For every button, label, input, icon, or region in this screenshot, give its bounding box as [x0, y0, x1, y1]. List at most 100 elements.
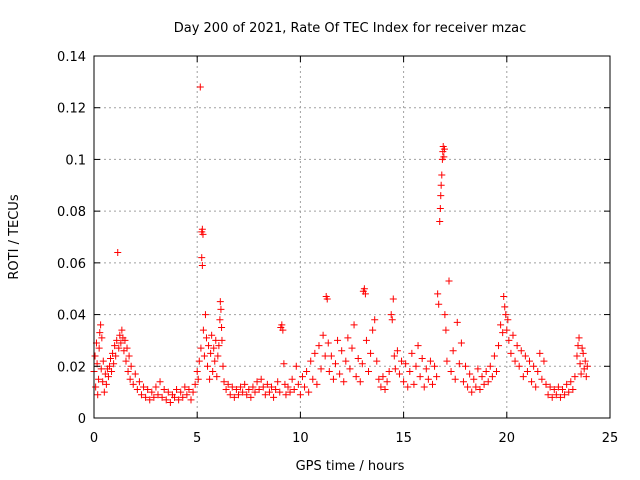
data-point [251, 388, 259, 396]
data-point [253, 378, 261, 386]
data-point [207, 349, 215, 357]
y-tick-label: 0.14 [57, 50, 86, 65]
data-point [232, 386, 240, 394]
data-point [112, 352, 120, 360]
data-point [408, 349, 416, 357]
data-point [105, 362, 113, 370]
data-point [123, 344, 131, 352]
data-point [488, 373, 496, 381]
data-point [294, 380, 302, 388]
data-point [571, 373, 579, 381]
data-point [449, 347, 457, 355]
data-point [194, 375, 202, 383]
data-point [272, 386, 280, 394]
data-point [546, 383, 554, 391]
data-point [360, 285, 368, 293]
data-point [270, 393, 278, 401]
data-point [97, 365, 105, 373]
data-point [152, 383, 160, 391]
data-point [556, 393, 564, 401]
data-point [305, 388, 313, 396]
data-point [114, 249, 122, 257]
y-tick-label: 0.08 [57, 205, 86, 220]
data-point [354, 355, 362, 363]
data-point [453, 318, 461, 326]
data-point [162, 396, 170, 404]
data-point [292, 362, 300, 370]
data-point [503, 326, 511, 334]
data-point [303, 367, 311, 375]
data-point [278, 321, 286, 329]
data-point [241, 380, 249, 388]
data-point [492, 367, 500, 375]
data-point [115, 344, 123, 352]
data-point [583, 362, 591, 370]
chart-title: Day 200 of 2021, Rate Of TEC Index for r… [174, 21, 527, 36]
data-point [211, 357, 219, 365]
data-point [187, 396, 195, 404]
data-point [559, 386, 567, 394]
data-point [185, 386, 193, 394]
data-point [99, 357, 107, 365]
data-point [218, 324, 226, 331]
data-point [296, 391, 304, 399]
data-point [390, 352, 398, 360]
data-point [346, 365, 354, 373]
data-point [497, 321, 505, 329]
data-point [412, 362, 420, 370]
data-point [214, 352, 222, 360]
data-point [445, 277, 453, 285]
data-point [385, 367, 393, 375]
data-point [526, 357, 534, 365]
data-point [325, 367, 333, 375]
data-point [398, 357, 406, 365]
x-axis-label: GPS time / hours [296, 459, 405, 474]
data-point [279, 326, 287, 334]
data-point [437, 192, 445, 200]
data-point [315, 342, 323, 350]
data-point [239, 388, 247, 396]
data-point [247, 393, 255, 401]
data-point [437, 181, 445, 189]
data-point [369, 326, 377, 334]
data-point [563, 380, 571, 388]
data-point [362, 336, 370, 344]
data-point [319, 331, 327, 339]
data-point [466, 370, 474, 378]
data-point [334, 336, 342, 344]
data-point [573, 352, 581, 360]
data-point [311, 349, 319, 357]
data-point [195, 357, 203, 365]
data-point [344, 334, 352, 342]
data-point [478, 373, 486, 381]
data-point [561, 391, 569, 399]
data-point [433, 373, 441, 381]
data-point [288, 375, 296, 383]
data-point [118, 326, 126, 334]
data-point [125, 352, 133, 360]
data-point [222, 386, 230, 394]
data-point [484, 378, 492, 386]
data-point [265, 388, 273, 396]
data-point [393, 347, 401, 355]
data-point [517, 347, 525, 355]
data-point [578, 344, 586, 352]
data-point [352, 373, 360, 381]
y-axis-label: ROTI / TECUs [7, 194, 22, 279]
data-point [282, 391, 290, 399]
data-point [509, 331, 517, 339]
data-point [150, 393, 158, 401]
x-tick-label: 5 [193, 431, 201, 446]
data-point [459, 378, 467, 386]
data-point [113, 336, 121, 344]
data-point [108, 367, 116, 375]
data-point [200, 352, 208, 360]
data-point [455, 360, 463, 368]
data-point [189, 388, 197, 396]
data-point [428, 380, 436, 388]
data-point [513, 342, 521, 350]
data-point [126, 375, 134, 383]
data-point [144, 386, 152, 394]
data-point [440, 153, 448, 161]
data-point [205, 342, 213, 350]
